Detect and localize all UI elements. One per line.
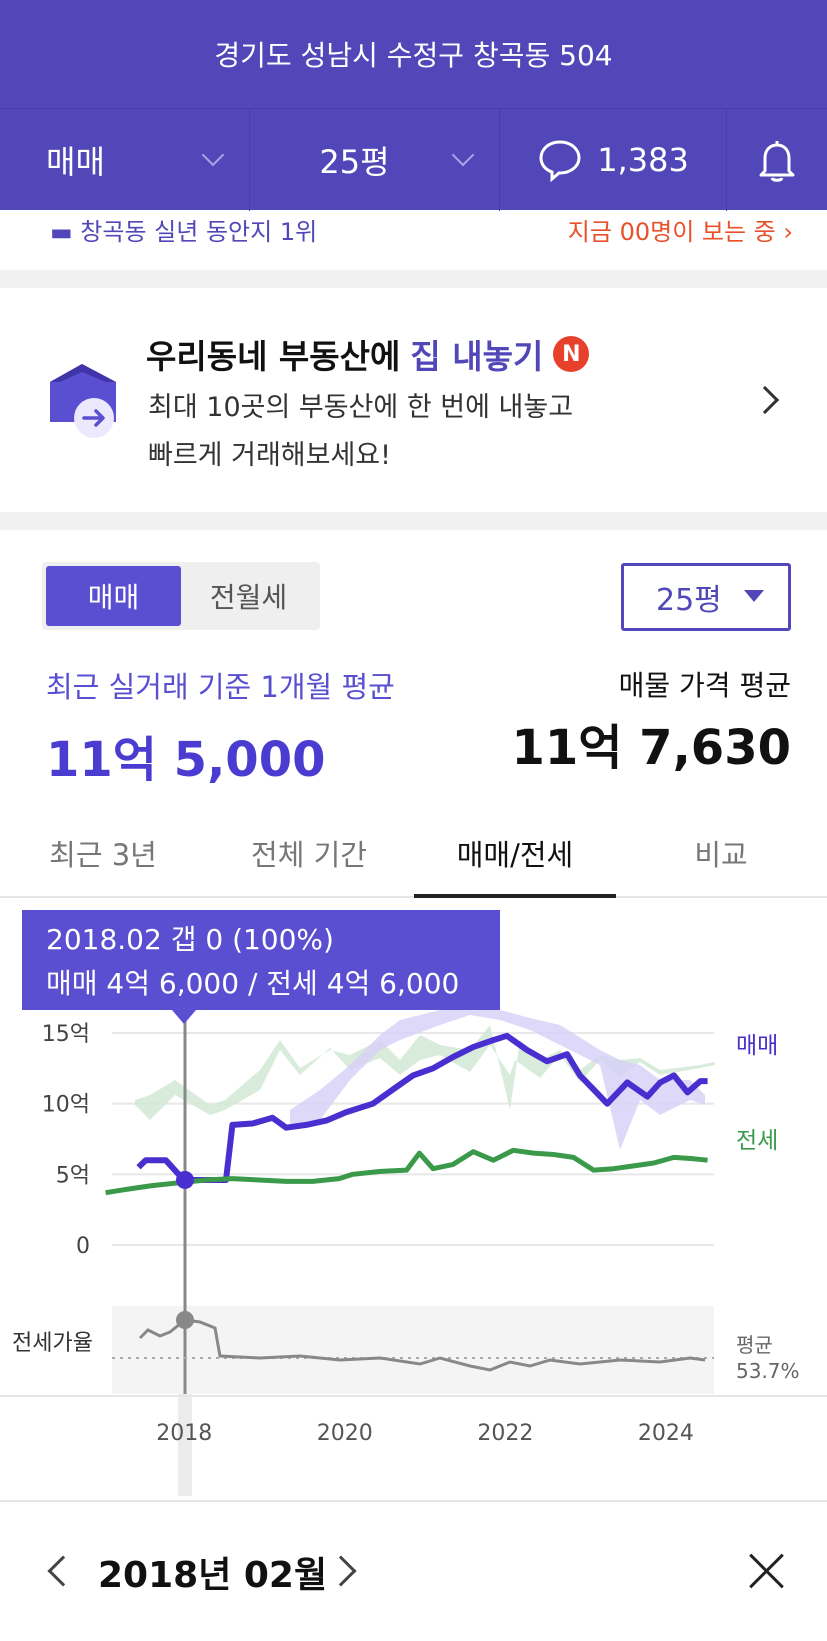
promo-title-highlight: 집 내놓기 [410, 337, 544, 376]
x-tick-label: 2022 [477, 1421, 533, 1446]
y-tick-label: 10억 [42, 1093, 90, 1118]
series-label: 매매 [736, 1033, 778, 1059]
top-header: 경기도 성남시 수정구 창곡동 504 매매 25평 1,383 [0, 0, 827, 211]
trade-type-label: 매매 [46, 143, 105, 181]
section-divider [0, 270, 827, 288]
caret-down-icon [744, 590, 764, 602]
filter-row: 매매 25평 1,383 [0, 108, 827, 211]
size-dropdown[interactable]: 25평 [250, 109, 500, 211]
size-label: 25평 [319, 143, 390, 181]
toggle-sale[interactable]: 매매 [46, 566, 181, 626]
ratio-label: 전세가율 [12, 1331, 93, 1356]
tab-all-period[interactable]: 전체 기간 [251, 838, 367, 872]
section-divider [0, 512, 827, 530]
list-property-banner[interactable]: 우리동네 부동산에 집 내놓기 N 최대 10곳의 부동산에 한 번에 내놓고 … [0, 288, 827, 512]
peek-right-text[interactable]: 지금 00명이 보는 중 › [567, 218, 793, 246]
size-select[interactable]: 25평 [621, 563, 791, 631]
promo-desc-line: 빠르게 거래해보세요! [148, 440, 391, 471]
toggle-rent[interactable]: 전월세 [209, 581, 288, 614]
new-badge: N [553, 336, 590, 372]
chevron-down-icon [201, 143, 225, 167]
period-tabs: 최근 3년 전체 기간 매매/전세 비교 [0, 810, 827, 898]
prev-month-icon[interactable] [47, 1555, 79, 1587]
comment-count: 1,383 [597, 141, 689, 179]
tooltip-line-prices: 매매 4억 6,000 / 전세 4억 6,000 [46, 967, 460, 1000]
listing-price-label: 매물 가격 평균 [618, 669, 791, 702]
tab-sale-jeonse[interactable]: 매매/전세 [412, 810, 618, 898]
series-line [105, 1147, 708, 1196]
trade-type-dropdown[interactable]: 매매 [0, 109, 250, 211]
scrolled-banner-peek: ▬ 창곡동 실년 동안지 1위 지금 00명이 보는 중 › [0, 198, 827, 268]
tab-compare[interactable]: 비교 [694, 838, 748, 872]
close-icon[interactable] [747, 1550, 787, 1590]
promo-title-prefix: 우리동네 부동산에 [146, 337, 401, 376]
comments-button[interactable]: 1,383 [500, 109, 727, 211]
recent-trade-label: 최근 실거래 기준 1개월 평균 [46, 670, 395, 704]
ratio-average-value: 53.7% [736, 1359, 800, 1383]
tab-recent-3y[interactable]: 최근 3년 [49, 838, 157, 872]
recent-trade-value: 11억 5,000 [46, 732, 326, 788]
series-label: 전세 [736, 1128, 778, 1154]
trade-type-toggle: 매매 전월세 [42, 562, 320, 630]
chat-bubble-icon [539, 140, 581, 183]
house-arrow-icon [50, 364, 116, 438]
tooltip-line-gap: 2018.02 갭 0 (100%) [46, 923, 334, 956]
peek-left-text: ▬ 창곡동 실년 동안지 1위 [50, 218, 318, 246]
y-tick-label: 15억 [42, 1022, 90, 1047]
x-tick-label: 2024 [638, 1421, 694, 1446]
x-tick-label: 2018 [156, 1421, 212, 1446]
chevron-down-icon [451, 143, 475, 167]
chart-tooltip: 2018.02 갭 0 (100%) 매매 4억 6,000 / 전세 4억 6… [22, 910, 500, 1024]
notification-button[interactable] [727, 109, 827, 211]
y-tick-label: 5억 [56, 1163, 90, 1188]
selected-point-marker [176, 1170, 194, 1189]
x-tick-label: 2020 [317, 1421, 373, 1446]
selected-month: 2018년 02월 [98, 1555, 328, 1596]
next-month-icon[interactable] [325, 1555, 357, 1587]
promo-title: 우리동네 부동산에 집 내놓기 N [146, 330, 590, 378]
y-tick-label: 0 [76, 1234, 90, 1259]
listing-price-value: 11억 7,630 [511, 720, 792, 776]
scrubber-track [178, 1394, 192, 1496]
selected-ratio-marker [176, 1311, 194, 1329]
promo-desc-line: 최대 10곳의 부동산에 한 번에 내놓고 [148, 392, 574, 423]
address-title[interactable]: 경기도 성남시 수정구 창곡동 504 [214, 39, 613, 72]
chevron-right-icon [750, 385, 780, 415]
ratio-average-label: 평균 [736, 1333, 773, 1357]
bell-icon [759, 141, 795, 182]
size-select-value: 25평 [656, 583, 722, 618]
promo-description: 최대 10곳의 부동산에 한 번에 내놓고 빠르게 거래해보세요! [148, 384, 708, 480]
month-navigator: 2018년 02월 [0, 1500, 827, 1641]
